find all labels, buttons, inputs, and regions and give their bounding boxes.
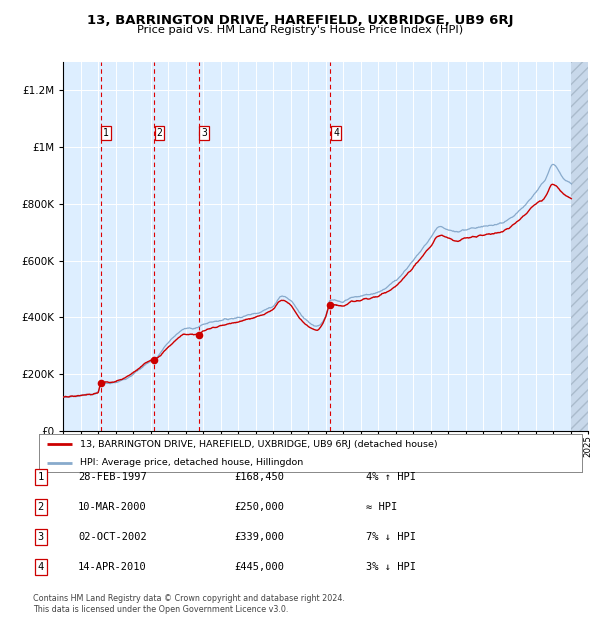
Bar bbox=[571, 62, 588, 431]
Text: 3: 3 bbox=[38, 532, 44, 542]
Text: Contains HM Land Registry data © Crown copyright and database right 2024.: Contains HM Land Registry data © Crown c… bbox=[33, 593, 345, 603]
Text: 3: 3 bbox=[201, 128, 207, 138]
Text: 4: 4 bbox=[333, 128, 339, 138]
Text: 7% ↓ HPI: 7% ↓ HPI bbox=[366, 532, 416, 542]
Text: £339,000: £339,000 bbox=[234, 532, 284, 542]
Text: £168,450: £168,450 bbox=[234, 472, 284, 482]
Text: 4% ↑ HPI: 4% ↑ HPI bbox=[366, 472, 416, 482]
Text: 3% ↓ HPI: 3% ↓ HPI bbox=[366, 562, 416, 572]
Text: 4: 4 bbox=[38, 562, 44, 572]
Text: Price paid vs. HM Land Registry's House Price Index (HPI): Price paid vs. HM Land Registry's House … bbox=[137, 25, 463, 35]
Text: 1: 1 bbox=[38, 472, 44, 482]
Text: HPI: Average price, detached house, Hillingdon: HPI: Average price, detached house, Hill… bbox=[80, 458, 303, 467]
Text: This data is licensed under the Open Government Licence v3.0.: This data is licensed under the Open Gov… bbox=[33, 604, 289, 614]
Text: 2: 2 bbox=[38, 502, 44, 512]
Text: 1: 1 bbox=[103, 128, 109, 138]
Text: 2: 2 bbox=[157, 128, 163, 138]
Text: ≈ HPI: ≈ HPI bbox=[366, 502, 397, 512]
Text: 13, BARRINGTON DRIVE, HAREFIELD, UXBRIDGE, UB9 6RJ: 13, BARRINGTON DRIVE, HAREFIELD, UXBRIDG… bbox=[87, 14, 513, 27]
Text: 14-APR-2010: 14-APR-2010 bbox=[78, 562, 147, 572]
Text: £250,000: £250,000 bbox=[234, 502, 284, 512]
Text: 28-FEB-1997: 28-FEB-1997 bbox=[78, 472, 147, 482]
Text: 13, BARRINGTON DRIVE, HAREFIELD, UXBRIDGE, UB9 6RJ (detached house): 13, BARRINGTON DRIVE, HAREFIELD, UXBRIDG… bbox=[80, 440, 437, 449]
Text: £445,000: £445,000 bbox=[234, 562, 284, 572]
Text: 02-OCT-2002: 02-OCT-2002 bbox=[78, 532, 147, 542]
Text: 10-MAR-2000: 10-MAR-2000 bbox=[78, 502, 147, 512]
